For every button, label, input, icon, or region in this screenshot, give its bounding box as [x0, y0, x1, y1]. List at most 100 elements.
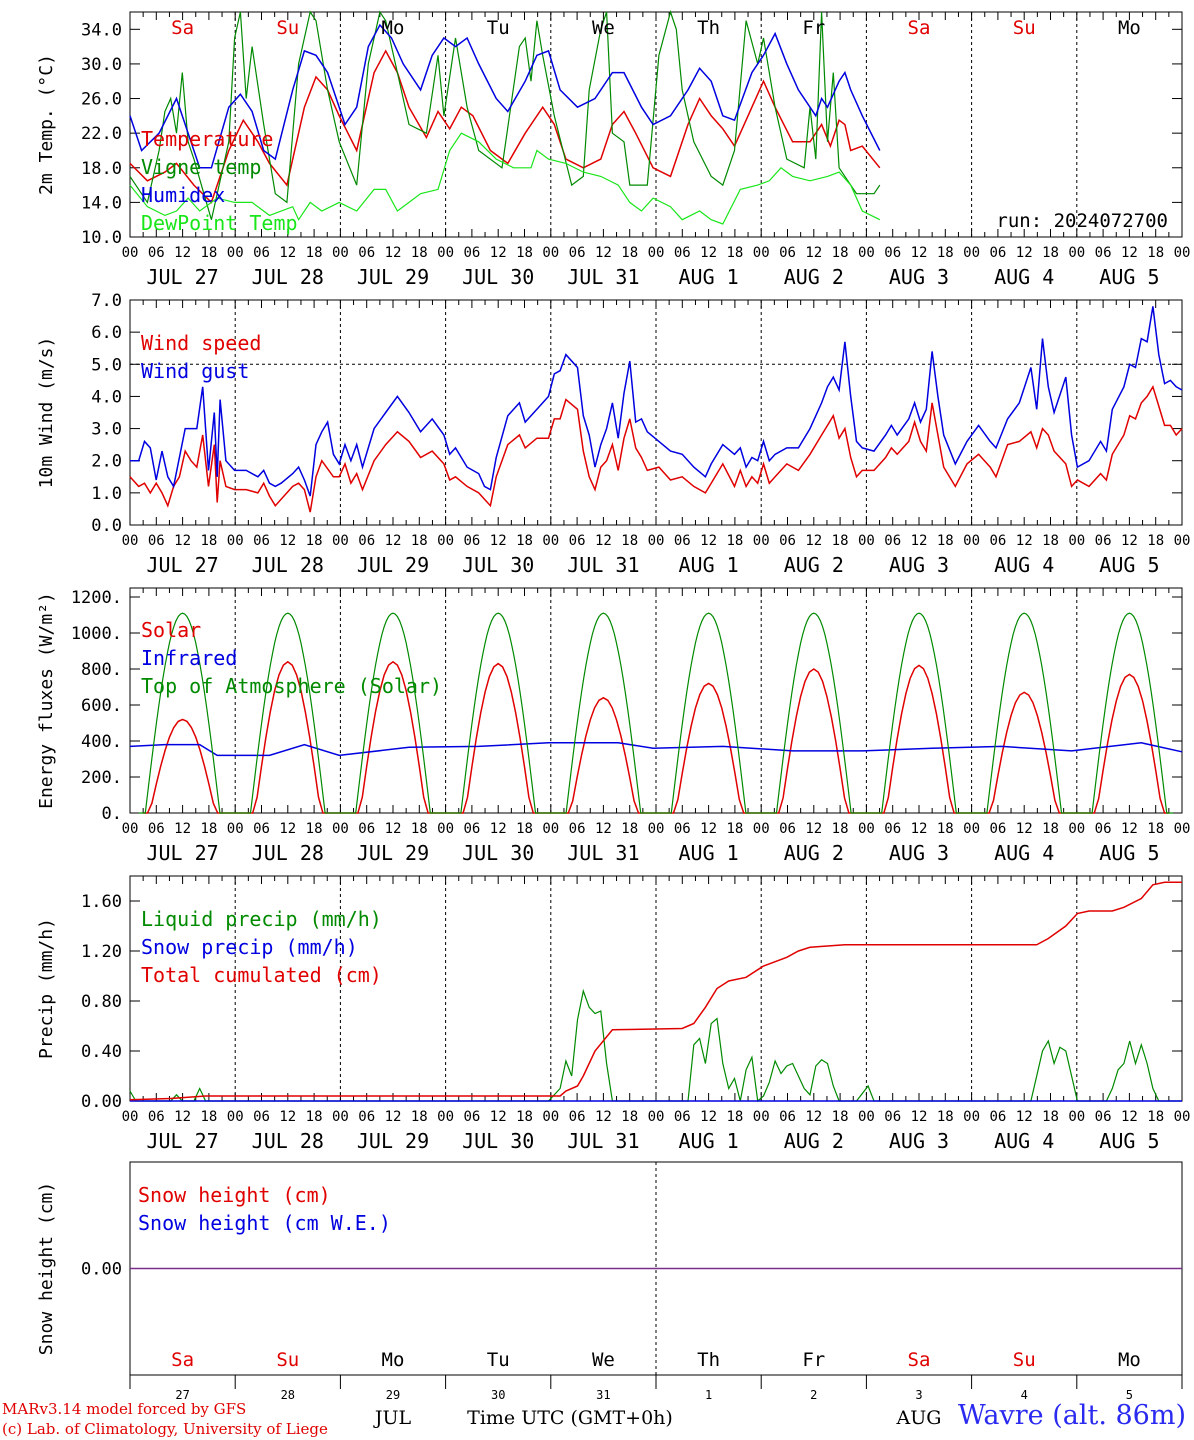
- y-axis-label: Energy fluxes (W/m²): [36, 592, 57, 809]
- hour-tick-label: 00: [542, 245, 559, 261]
- hour-tick-label: 00: [332, 1109, 349, 1125]
- hour-tick-label: 06: [463, 821, 480, 837]
- date-label: JUL 29: [357, 1129, 429, 1153]
- hour-tick-label: 00: [858, 1109, 875, 1125]
- hour-tick-label: 12: [1016, 533, 1033, 549]
- legend-entry: Wind speed: [141, 331, 261, 355]
- date-label: AUG 3: [889, 841, 949, 865]
- y-tick-label: 1000.: [71, 624, 122, 644]
- hour-tick-label: 00: [1174, 245, 1191, 261]
- hour-tick-label: 12: [911, 821, 928, 837]
- panel-4: 00 06 12 18 00 06 12 18 00 06 12 18 00 06 12 18 00 06 12 18…: [36, 875, 1190, 1153]
- series-line: [129, 132, 881, 225]
- hour-tick-label: 06: [148, 1109, 165, 1125]
- hour-tick-label: 06: [989, 821, 1006, 837]
- y-tick-label: 0.00: [81, 1260, 122, 1280]
- hour-tick-label: 00: [542, 1109, 559, 1125]
- hour-tick-label: 06: [253, 245, 270, 261]
- hour-tick-label: 06: [884, 1109, 901, 1125]
- y-tick-label: 34.0: [81, 20, 122, 40]
- hour-tick-label: 18: [200, 1109, 217, 1125]
- date-label: AUG 3: [889, 1129, 949, 1153]
- date-label: AUG 4: [994, 265, 1054, 289]
- hour-tick-label: 06: [1095, 821, 1112, 837]
- hour-tick-label: 18: [1042, 245, 1059, 261]
- y-tick-label: 0.80: [81, 992, 122, 1012]
- hour-tick-label: 18: [411, 1109, 428, 1125]
- hour-tick-label: 18: [1147, 533, 1164, 549]
- hour-tick-label: 06: [148, 533, 165, 549]
- hour-tick-label: 00: [963, 533, 980, 549]
- date-label: AUG 2: [784, 265, 844, 289]
- hour-tick-label: 12: [279, 1109, 296, 1125]
- hour-tick-label: 18: [1042, 1109, 1059, 1125]
- weekday-label: Su: [276, 1349, 299, 1371]
- hour-tick-label: 12: [1121, 1109, 1138, 1125]
- date-label: AUG 1: [678, 553, 738, 577]
- hour-tick-label: 00: [963, 1109, 980, 1125]
- series-line: [130, 306, 1183, 497]
- y-tick-label: 4.0: [91, 387, 122, 407]
- weekday-label: Fr: [802, 17, 825, 39]
- weekday-label: Mo: [382, 1349, 405, 1371]
- hour-tick-label: 12: [911, 1109, 928, 1125]
- date-label: JUL 28: [252, 265, 324, 289]
- hour-tick-label: 12: [1016, 245, 1033, 261]
- hour-tick-label: 12: [911, 533, 928, 549]
- hour-tick-label: 18: [621, 533, 638, 549]
- day-number-label: 3: [915, 1388, 922, 1402]
- legend-entry: Vigne temp: [141, 155, 261, 179]
- panel-3: 00 06 12 18 00 06 12 18 00 06 12 18 00 06 12 18 00 06 12 18…: [36, 587, 1190, 865]
- legend-entry: Infrared: [141, 646, 237, 670]
- weekday-label: Su: [276, 17, 299, 39]
- hour-tick-label: 00: [963, 821, 980, 837]
- hour-tick-label: 12: [279, 821, 296, 837]
- hour-tick-label: 06: [1095, 245, 1112, 261]
- legend-entry: Liquid precip (mm/h): [141, 907, 382, 931]
- legend-entry: Top of Atmosphere (Solar): [141, 674, 442, 698]
- panel-5: 0.00 Snow height (cm) Snow height (cm) Snow…: [36, 1161, 1183, 1376]
- hour-tick-label: 00: [648, 533, 665, 549]
- hour-tick-label: 18: [832, 821, 849, 837]
- y-tick-label: 3.0: [91, 420, 122, 440]
- y-tick-label: 5.0: [91, 355, 122, 375]
- y-tick-label: 600.: [81, 696, 122, 716]
- hour-tick-label: 12: [490, 821, 507, 837]
- hour-tick-label: 00: [227, 533, 244, 549]
- hour-tick-label: 06: [358, 821, 375, 837]
- hour-tick-label: 06: [569, 1109, 586, 1125]
- series-line: [129, 23, 881, 169]
- panel-1: 00 06 12 18 00 06 12 18 00 06 12 18 00 06 12 18 00 06 12 18…: [36, 9, 1191, 289]
- date-label: JUL 29: [357, 841, 429, 865]
- hour-tick-label: 18: [726, 821, 743, 837]
- hour-tick-label: 00: [227, 821, 244, 837]
- date-label: AUG 2: [784, 1129, 844, 1153]
- hour-tick-label: 18: [1147, 821, 1164, 837]
- hour-tick-label: 18: [306, 1109, 323, 1125]
- lab-credit: (c) Lab. of Climatology, University of L…: [2, 1420, 328, 1438]
- hour-tick-label: 00: [648, 245, 665, 261]
- hour-tick-label: 12: [595, 245, 612, 261]
- hour-tick-label: 18: [937, 245, 954, 261]
- hour-tick-label: 00: [122, 821, 139, 837]
- date-label: JUL 30: [462, 553, 534, 577]
- weekday-label: Su: [1013, 17, 1036, 39]
- date-label: AUG 4: [994, 1129, 1054, 1153]
- date-label: JUL 31: [567, 553, 639, 577]
- hour-tick-label: 00: [858, 533, 875, 549]
- date-label: JUL 30: [462, 1129, 534, 1153]
- y-tick-label: 0.0: [91, 516, 122, 536]
- hour-tick-label: 12: [385, 821, 402, 837]
- hour-tick-label: 00: [122, 245, 139, 261]
- hour-tick-label: 06: [674, 245, 691, 261]
- weekday-label: Mo: [382, 17, 405, 39]
- day-number-label: 28: [281, 1388, 295, 1402]
- date-label: JUL 28: [252, 553, 324, 577]
- hour-tick-label: 12: [805, 245, 822, 261]
- hour-tick-label: 06: [779, 1109, 796, 1125]
- date-label: AUG 3: [889, 553, 949, 577]
- hour-tick-label: 00: [753, 533, 770, 549]
- hour-tick-label: 12: [1121, 533, 1138, 549]
- hour-tick-label: 00: [858, 245, 875, 261]
- hour-tick-label: 00: [437, 1109, 454, 1125]
